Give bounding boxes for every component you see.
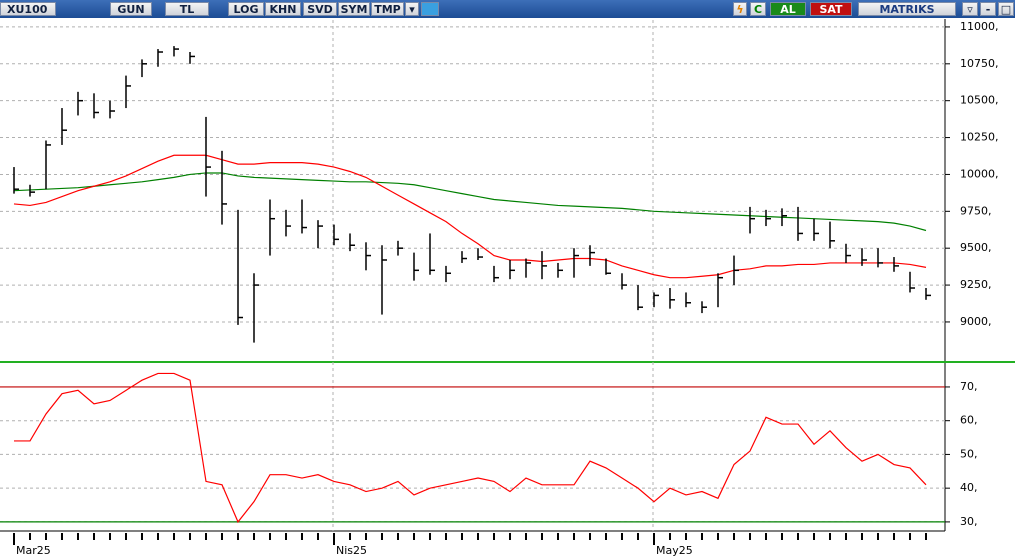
window-menu[interactable]: ▿ bbox=[962, 2, 978, 16]
brand: MATRIKS bbox=[858, 2, 956, 16]
y-tick-label: 11000, bbox=[960, 20, 999, 33]
y-tick-label: 40, bbox=[960, 481, 978, 494]
y-tick-label: 30, bbox=[960, 515, 978, 528]
y-tick-label: 10000, bbox=[960, 167, 999, 180]
toolbar-button[interactable]: TL bbox=[165, 2, 209, 16]
twitter[interactable] bbox=[421, 2, 439, 16]
maximize[interactable]: □ bbox=[998, 2, 1014, 16]
y-tick-label: 9000, bbox=[960, 315, 992, 328]
x-tick-label: May25 bbox=[656, 544, 693, 557]
y-tick-label: 10250, bbox=[960, 131, 999, 144]
y-tick-label: 10500, bbox=[960, 94, 999, 107]
y-tick-label: 60, bbox=[960, 414, 978, 427]
y-tick-label: 10750, bbox=[960, 57, 999, 70]
minimize[interactable]: - bbox=[980, 2, 996, 16]
rsi-line bbox=[14, 372, 927, 524]
toolbar-button[interactable]: TMP bbox=[371, 2, 404, 16]
dropdown[interactable]: ▾ bbox=[405, 2, 419, 16]
y-tick-label: 70, bbox=[960, 380, 978, 393]
toolbar-button[interactable]: GUN bbox=[110, 2, 152, 16]
alert-icon[interactable]: ϟ bbox=[733, 2, 747, 16]
plot-bg bbox=[0, 19, 945, 559]
toolbar-button[interactable]: SYM bbox=[338, 2, 370, 16]
y-tick-label: 50, bbox=[960, 447, 978, 460]
y-tick-label: 9750, bbox=[960, 204, 992, 217]
symbol[interactable]: XU100 bbox=[0, 2, 56, 16]
sell[interactable]: SAT bbox=[810, 2, 852, 16]
x-tick-label: Nis25 bbox=[336, 544, 367, 557]
toolbar: XU100 GUN TL LOG KHN SVD SYM TMP ▾ ϟ C AL SAT … bbox=[0, 0, 1015, 18]
toolbar-button[interactable]: SVD bbox=[303, 2, 337, 16]
moving-average bbox=[13, 172, 927, 232]
x-tick-label: Mar25 bbox=[16, 544, 51, 557]
moving-average bbox=[13, 154, 927, 279]
y-tick-label: 9250, bbox=[960, 278, 992, 291]
refresh[interactable]: C bbox=[750, 2, 766, 16]
buy[interactable]: AL bbox=[770, 2, 806, 16]
toolbar-button[interactable]: KHN bbox=[265, 2, 301, 16]
toolbar-button[interactable]: LOG bbox=[228, 2, 264, 16]
y-tick-label: 9500, bbox=[960, 241, 992, 254]
